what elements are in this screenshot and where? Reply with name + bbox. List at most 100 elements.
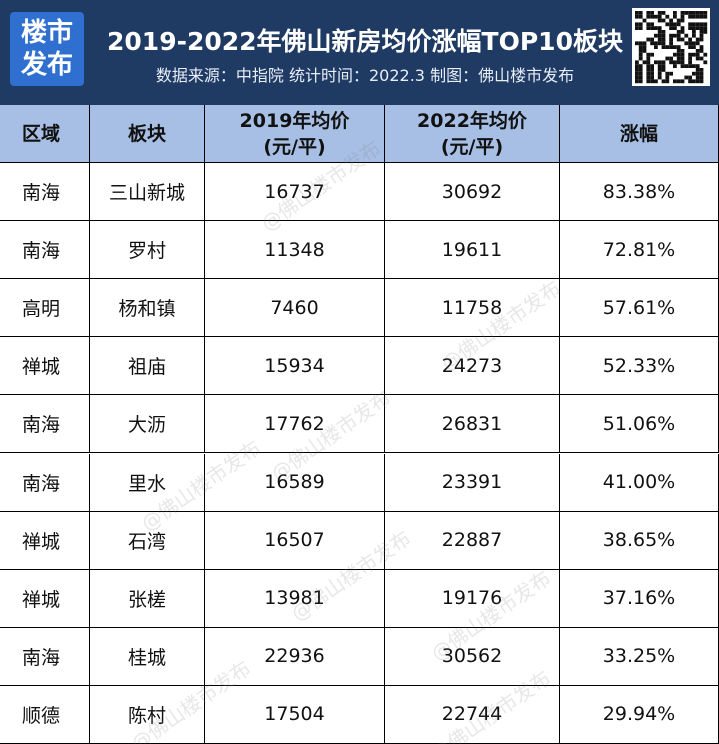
qr-module bbox=[692, 26, 696, 30]
subtitle: 数据来源：中指院 统计时间：2022.3 制图：佛山楼市发布 bbox=[155, 66, 575, 85]
qr-module bbox=[676, 30, 681, 34]
qr-module bbox=[699, 71, 704, 76]
qr-module bbox=[661, 18, 666, 23]
qr-module bbox=[654, 33, 658, 38]
qr-module bbox=[695, 41, 700, 46]
qr-module bbox=[650, 68, 654, 72]
qr-module bbox=[695, 64, 700, 68]
qr-module bbox=[669, 56, 673, 61]
qr-module bbox=[680, 26, 685, 30]
qr-module bbox=[650, 22, 654, 27]
table-cell: 19176 bbox=[385, 569, 560, 628]
qr-module bbox=[676, 37, 681, 42]
qr-module bbox=[673, 45, 677, 49]
header-text: 板块 bbox=[127, 122, 166, 145]
qr-module bbox=[646, 26, 651, 30]
qr-module bbox=[661, 30, 666, 34]
qr-module bbox=[646, 71, 651, 76]
qr-module bbox=[638, 45, 643, 49]
qr-module bbox=[695, 68, 700, 72]
qr-module bbox=[650, 79, 654, 84]
header-cell: 涨幅 bbox=[560, 105, 719, 163]
qr-module bbox=[635, 68, 639, 72]
header-cell: 板块 bbox=[90, 105, 205, 163]
table-cell: 南海 bbox=[0, 163, 90, 222]
qr-module bbox=[688, 22, 692, 27]
table-cell: 38.65% bbox=[560, 511, 719, 570]
qr-module bbox=[642, 18, 647, 23]
table-cell: 22887 bbox=[385, 511, 560, 570]
qr-module bbox=[688, 75, 692, 80]
table-cell: 16507 bbox=[205, 511, 385, 570]
qr-module bbox=[635, 11, 639, 15]
qr-module bbox=[657, 68, 662, 72]
table-cell: 17762 bbox=[205, 395, 385, 454]
qr-module bbox=[665, 75, 670, 80]
table-cell: 19611 bbox=[385, 221, 560, 280]
qr-module bbox=[638, 14, 643, 19]
qr-module bbox=[646, 11, 651, 15]
table-cell: 石湾 bbox=[90, 511, 205, 570]
qr-module bbox=[661, 37, 666, 42]
qr-module bbox=[680, 56, 685, 61]
table-cell: 57.61% bbox=[560, 279, 719, 338]
qr-module bbox=[695, 56, 700, 61]
qr-module bbox=[661, 33, 666, 38]
table-cell: 41.00% bbox=[560, 453, 719, 512]
qr-module bbox=[676, 18, 681, 23]
logo-line: 发布 bbox=[20, 50, 73, 80]
qr-module bbox=[699, 75, 704, 80]
qr-module bbox=[654, 45, 658, 49]
table-cell: 22936 bbox=[205, 627, 385, 686]
qr-module bbox=[646, 79, 651, 84]
header-text: 区域 bbox=[22, 122, 61, 145]
qr-module bbox=[665, 14, 670, 19]
qr-module bbox=[657, 11, 662, 15]
qr-module bbox=[642, 49, 647, 53]
table-cell: 15934 bbox=[205, 337, 385, 396]
qr-module bbox=[665, 45, 670, 49]
qr-module bbox=[692, 52, 696, 57]
qr-module bbox=[657, 30, 662, 34]
qr-module bbox=[635, 75, 639, 80]
table-cell: 37.16% bbox=[560, 569, 719, 628]
qr-module bbox=[684, 11, 689, 15]
logo-line: 楼市 bbox=[20, 18, 73, 48]
qr-module bbox=[638, 26, 643, 30]
qr-module bbox=[680, 11, 685, 15]
qr-module bbox=[676, 52, 681, 57]
qr-module bbox=[635, 79, 639, 84]
qr-module bbox=[673, 64, 677, 68]
qr-module bbox=[650, 11, 654, 15]
table-cell: 顺德 bbox=[0, 685, 90, 744]
logo: 楼市 发布 bbox=[10, 12, 84, 86]
qr-module bbox=[692, 30, 696, 34]
table-cell: 17504 bbox=[205, 685, 385, 744]
qr-module bbox=[673, 11, 677, 15]
qr-module bbox=[661, 68, 666, 72]
table-cell: 大沥 bbox=[90, 395, 205, 454]
header-text: (元/平) bbox=[263, 135, 326, 158]
qr-module bbox=[695, 71, 700, 76]
qr-module bbox=[661, 41, 666, 46]
qr-module bbox=[646, 14, 651, 19]
table-cell: 禅城 bbox=[0, 569, 90, 628]
qr-module bbox=[692, 41, 696, 46]
qr-module bbox=[661, 64, 666, 68]
table-cell: 祖庙 bbox=[90, 337, 205, 396]
qr-module bbox=[657, 18, 662, 23]
qr-module bbox=[646, 52, 651, 57]
table-cell: 33.25% bbox=[560, 627, 719, 686]
qr-module bbox=[654, 26, 658, 30]
table-cell: 11348 bbox=[205, 221, 385, 280]
qr-module bbox=[635, 41, 639, 46]
qr-module bbox=[657, 26, 662, 30]
qr-module bbox=[676, 33, 681, 38]
table-cell: 29.94% bbox=[560, 685, 719, 744]
title: 2019-2022年佛山新房均价涨幅TOP10板块 bbox=[107, 27, 623, 56]
qr-module bbox=[646, 56, 651, 61]
qr-module bbox=[650, 26, 654, 30]
qr-module bbox=[680, 60, 685, 65]
qr-module bbox=[646, 64, 651, 68]
